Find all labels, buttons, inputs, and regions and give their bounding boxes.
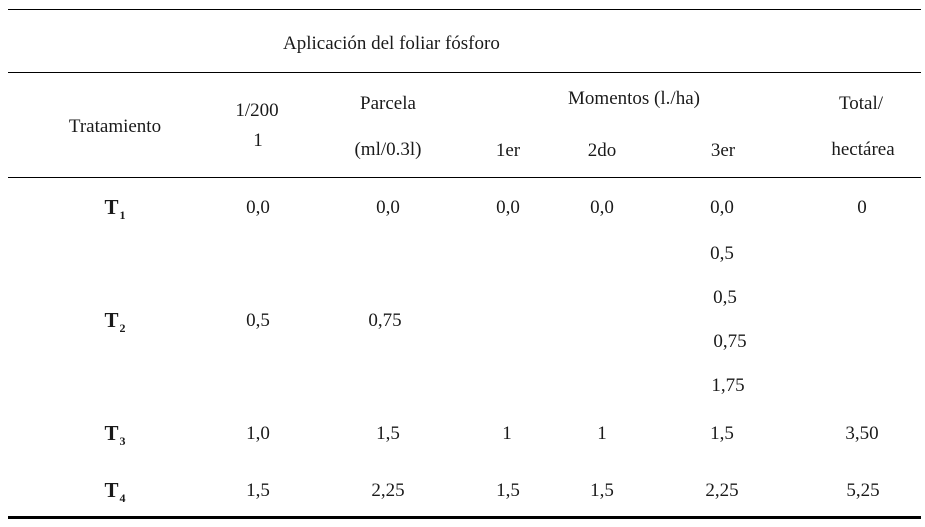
header-momentos: Momentos (l./ha) xyxy=(568,88,700,109)
cell-moment-2: 1 xyxy=(597,423,607,444)
cell-moment-2: 1,5 xyxy=(590,480,614,501)
cell-moment-1: 0,0 xyxy=(496,197,520,218)
header-total-line2: hectárea xyxy=(831,139,895,160)
cell-dilution: 0,0 xyxy=(246,197,270,218)
header-total-line1: Total/ xyxy=(838,93,884,114)
cell-dilution: 1,5 xyxy=(246,480,270,501)
cell-total: 0 xyxy=(857,197,867,218)
title-rule xyxy=(8,72,921,73)
header-dilution-line1: 1/200 xyxy=(235,100,279,121)
cell-moment-2: 0,0 xyxy=(590,197,614,218)
cell-moment-3: 0,0 xyxy=(710,197,734,218)
cell-total: 5,25 xyxy=(846,480,880,501)
cell-total: 3,50 xyxy=(845,423,879,444)
cell-parcela: 2,25 xyxy=(371,480,405,501)
header-parcela-line1: Parcela xyxy=(360,93,416,114)
header-moment-3: 3er xyxy=(710,140,736,161)
table-title: Aplicación del foliar fósforo xyxy=(283,33,500,54)
top-rule xyxy=(8,9,921,10)
cell-dilution: 0,5 xyxy=(246,310,270,331)
bottom-rule xyxy=(8,516,921,519)
header-dilution-line2: 1 xyxy=(253,130,263,151)
treatment-label: T1 xyxy=(104,195,126,222)
cell-moment-3: 0,5 xyxy=(710,243,734,264)
cell-moment-1: 1 xyxy=(502,423,512,444)
cell-moment-3: 1,5 xyxy=(710,423,734,444)
treatment-label: T3 xyxy=(104,421,126,448)
header-parcela-line2: (ml/0.3l) xyxy=(354,139,422,160)
treatment-label: T4 xyxy=(104,478,126,505)
cell-parcela: 1,5 xyxy=(376,423,400,444)
cell-moment-1: 1,5 xyxy=(496,480,520,501)
cell-moment-3: 0,5 xyxy=(713,287,737,308)
cell-moment-3: 2,25 xyxy=(705,480,739,501)
cell-moment-3: 0,75 xyxy=(713,331,747,352)
header-tratamiento: Tratamiento xyxy=(68,116,162,137)
treatment-label: T2 xyxy=(104,308,126,335)
cell-parcela: 0,75 xyxy=(368,310,402,331)
cell-dilution: 1,0 xyxy=(246,423,270,444)
header-rule xyxy=(8,177,921,178)
cell-parcela: 0,0 xyxy=(376,197,400,218)
header-moment-1: 1er xyxy=(495,140,521,161)
cell-moment-3: 1,75 xyxy=(711,375,745,396)
header-moment-2: 2do xyxy=(587,140,617,161)
